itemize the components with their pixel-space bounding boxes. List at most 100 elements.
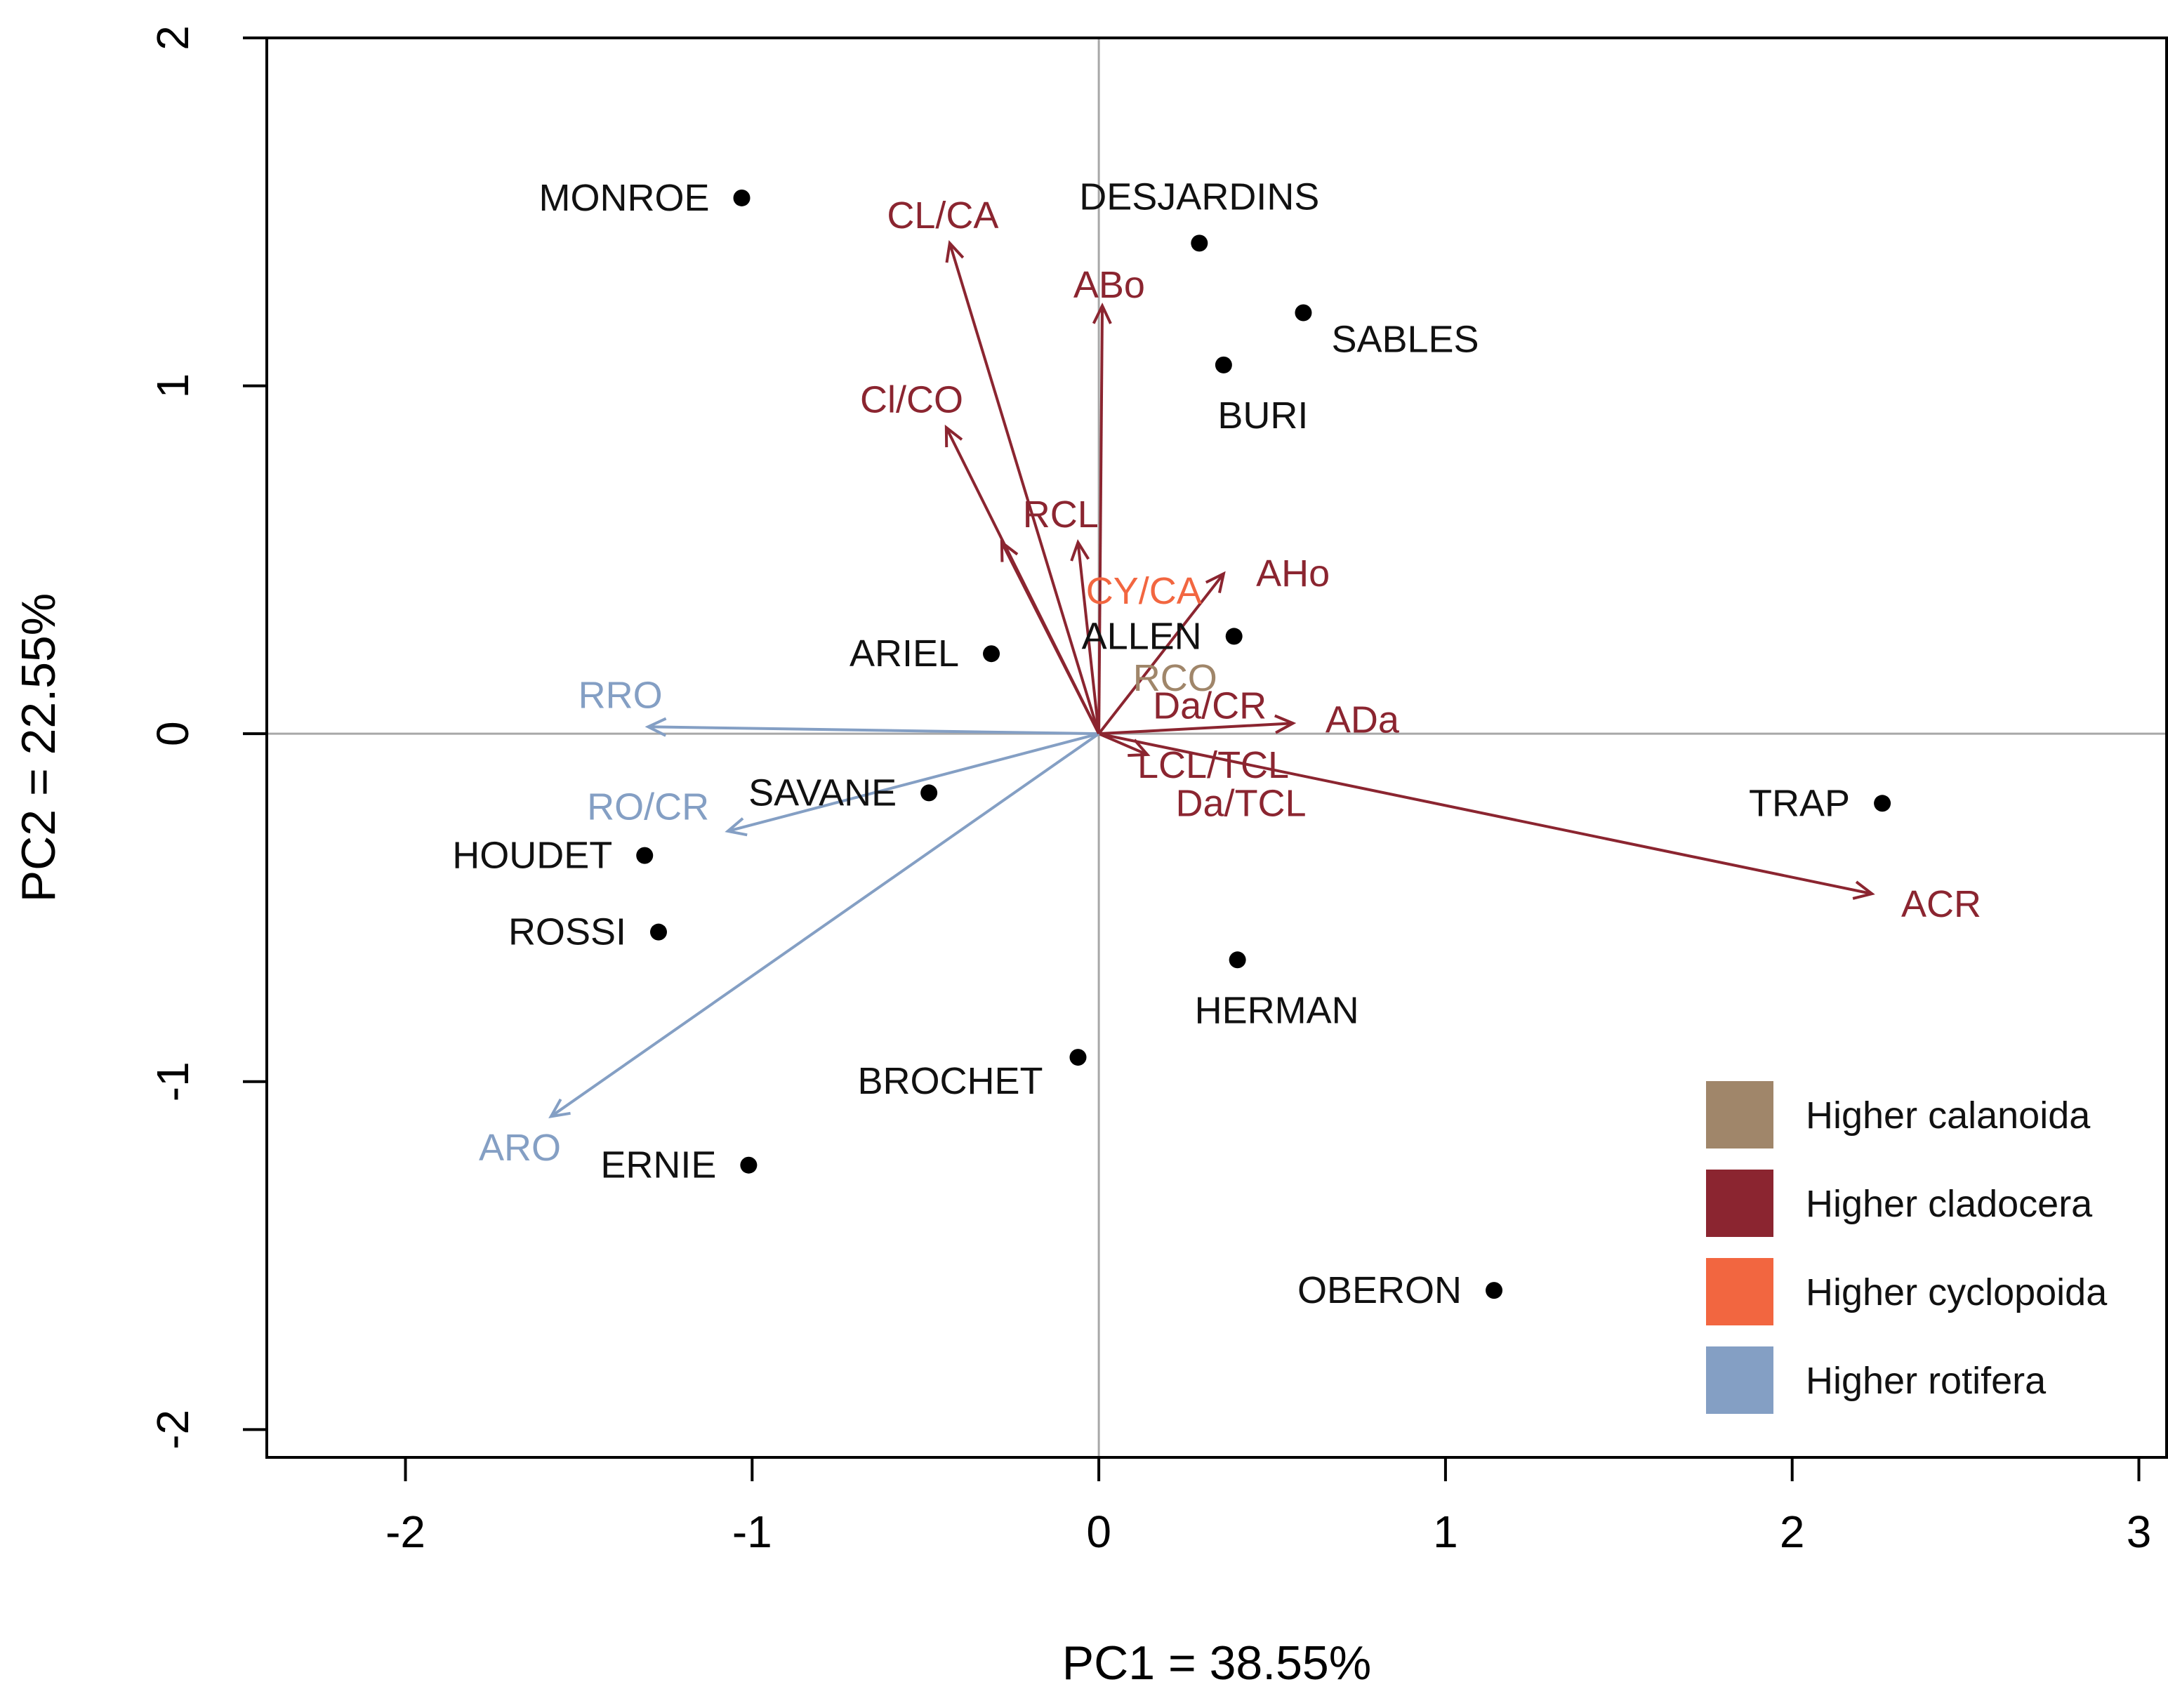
site-label: ARIEL [850, 633, 959, 675]
site-desjardins: DESJARDINS [1079, 176, 1319, 252]
site-trap: TRAP [1749, 782, 1891, 824]
loading-label-aro: ARO [479, 1127, 561, 1169]
site-label: SABLES [1331, 319, 1479, 361]
site-label: HOUDET [452, 835, 612, 877]
loading-arrow-cl-ca [945, 239, 1101, 734]
legend-swatch [1706, 1081, 1773, 1148]
legend-swatch [1706, 1170, 1773, 1237]
site-label: ALLEN [1082, 615, 1202, 657]
site-herman: HERMAN [1195, 951, 1359, 1031]
x-tick-label: 1 [1433, 1507, 1458, 1557]
loading-arrow-ro-cr [725, 732, 1099, 837]
loading-label-cl-co: Cl/CO [860, 378, 963, 421]
loading-label-rcl: RCL [1023, 494, 1099, 536]
site-oberon: OBERON [1297, 1269, 1503, 1311]
loading-arrow-rro [645, 717, 1099, 737]
site-savane: SAVANE [748, 772, 938, 814]
legend-label: Higher cladocera [1806, 1183, 2093, 1225]
y-tick-label: -2 [147, 1410, 198, 1450]
loading-label-abo: ABo [1073, 264, 1145, 306]
loading-arrow-abo [1092, 302, 1112, 734]
site-point [649, 923, 667, 941]
loading-arrow-ada [1099, 714, 1297, 736]
site-sables: SABLES [1295, 304, 1479, 361]
loading-arrow-acr [1098, 732, 1875, 900]
site-label: OBERON [1297, 1269, 1462, 1311]
site-label: SAVANE [748, 772, 897, 814]
x-tick-label: 2 [1780, 1507, 1805, 1557]
legend-entry-cyclopoida: Higher cyclopoida [1706, 1258, 2108, 1325]
x-tick-label: -1 [732, 1507, 772, 1557]
site-ariel: ARIEL [850, 633, 1000, 675]
legend-label: Higher rotifera [1806, 1360, 2047, 1402]
site-rossi: ROSSI [508, 911, 667, 953]
site-label: BROCHET [857, 1060, 1043, 1102]
loading-arrow-aro [548, 732, 1100, 1118]
loading-arrow-lcl-tcl [1098, 732, 1151, 757]
legend-label: Higher cyclopoida [1806, 1271, 2108, 1313]
loading-arrow-unlabeled-1 [1000, 539, 1100, 735]
loading-arrow-rcl [1070, 539, 1101, 734]
legend-swatch [1706, 1258, 1773, 1325]
site-point [1874, 795, 1891, 812]
site-label: TRAP [1749, 782, 1850, 824]
site-label: BURI [1217, 395, 1308, 437]
site-point [1229, 951, 1246, 969]
site-point [1215, 356, 1232, 373]
loading-label-acr: ACR [1901, 883, 1981, 925]
loading-label-ada: ADa [1326, 699, 1400, 741]
site-label: ROSSI [508, 911, 626, 953]
x-axis-title: PC1 = 38.55% [1062, 1636, 1371, 1690]
site-points: MONROE DESJARDINS SABLES BURI ARIEL ALLEN SAVA… [452, 176, 1891, 1311]
site-ernie: ERNIE [600, 1144, 758, 1186]
site-point [920, 784, 938, 802]
legend-swatch [1706, 1346, 1773, 1414]
loading-label-cy-ca: CY/CA [1086, 570, 1202, 612]
site-point [636, 847, 654, 864]
legend-entry-calanoida: Higher calanoida [1706, 1081, 2091, 1148]
loading-label-rco: RCO [1133, 657, 1217, 699]
y-axis: -2 -1 0 1 2 [147, 25, 267, 1450]
loading-label-rro: RRO [579, 675, 663, 717]
site-point [983, 645, 1000, 663]
y-tick-label: -1 [147, 1061, 198, 1101]
reference-lines [267, 38, 2167, 1457]
site-label: MONROE [539, 177, 710, 219]
loading-label-ro-cr: RO/CR [587, 786, 709, 828]
x-tick-label: 3 [2127, 1507, 2152, 1557]
loading-arrows [548, 239, 1875, 1118]
y-tick-label: 1 [147, 373, 198, 399]
loading-label-da-tcl: Da/TCL [1176, 782, 1307, 824]
loading-label-aho: AHo [1256, 552, 1330, 595]
y-axis-title: PC2 = 22.55% [12, 593, 65, 902]
loading-label-da-cr: Da/CR [1153, 685, 1267, 727]
x-axis: -2 -1 0 1 2 3 [385, 1457, 2151, 1557]
loading-arrow-aho [1097, 571, 1226, 735]
plot-frame [265, 37, 2168, 1459]
y-tick-label: 2 [147, 25, 198, 51]
legend-entry-rotifera: Higher rotifera [1706, 1346, 2047, 1414]
site-buri: BURI [1215, 356, 1308, 437]
site-point [1486, 1282, 1503, 1299]
site-allen: ALLEN [1082, 615, 1243, 657]
site-label: ERNIE [600, 1144, 716, 1186]
legend-label: Higher calanoida [1806, 1094, 2091, 1137]
site-point [1069, 1049, 1087, 1066]
site-monroe: MONROE [539, 177, 751, 219]
site-point [733, 189, 751, 206]
site-label: HERMAN [1195, 989, 1359, 1031]
site-point [1295, 304, 1312, 322]
legend-entry-cladocera: Higher cladocera [1706, 1170, 2093, 1237]
site-point [740, 1156, 758, 1174]
loading-label-lcl-tcl: LCL/TCL [1137, 744, 1289, 786]
site-brochet: BROCHET [857, 1049, 1087, 1102]
site-label: DESJARDINS [1079, 176, 1319, 218]
site-point [1225, 628, 1243, 645]
site-houdet: HOUDET [452, 835, 654, 877]
site-point [1191, 234, 1208, 252]
legend: Higher calanoida Higher cladocera Higher c… [1706, 1081, 2108, 1414]
x-tick-label: -2 [385, 1507, 425, 1557]
